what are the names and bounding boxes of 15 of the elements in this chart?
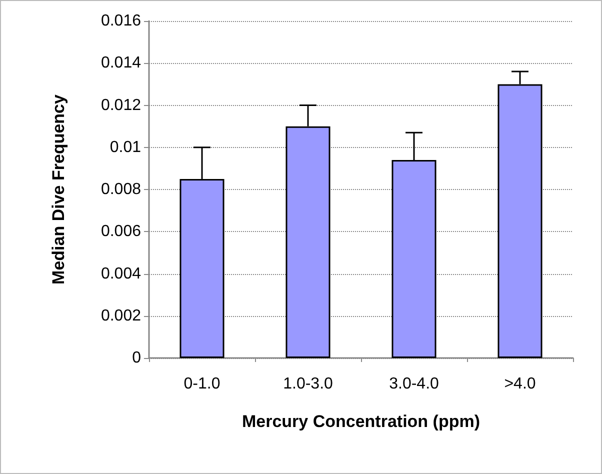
x-tick-label: 3.0-4.0 bbox=[389, 376, 440, 392]
y-tick-label: 0.012 bbox=[100, 96, 142, 114]
y-tick-label: 0.008 bbox=[100, 181, 142, 198]
x-tick-label: >4.0 bbox=[504, 376, 536, 392]
y-tick-label: 0.004 bbox=[100, 265, 142, 282]
y-tick-label: 0.014 bbox=[100, 54, 142, 72]
y-tick-label: 0 bbox=[132, 350, 142, 366]
x-tick-label: 1.0-3.0 bbox=[283, 376, 334, 392]
x-tick-label: 0-1.0 bbox=[184, 376, 220, 392]
y-tick-label: 0.016 bbox=[100, 12, 142, 30]
y-tick-label: 0.01 bbox=[110, 138, 142, 156]
y-tick-label: 0.002 bbox=[100, 307, 142, 324]
y-tick-label: 0.006 bbox=[100, 223, 142, 240]
y-axis-title: Median Dive Frequency bbox=[49, 94, 68, 284]
x-axis-title: Mercury Concentration (ppm) bbox=[242, 412, 480, 431]
